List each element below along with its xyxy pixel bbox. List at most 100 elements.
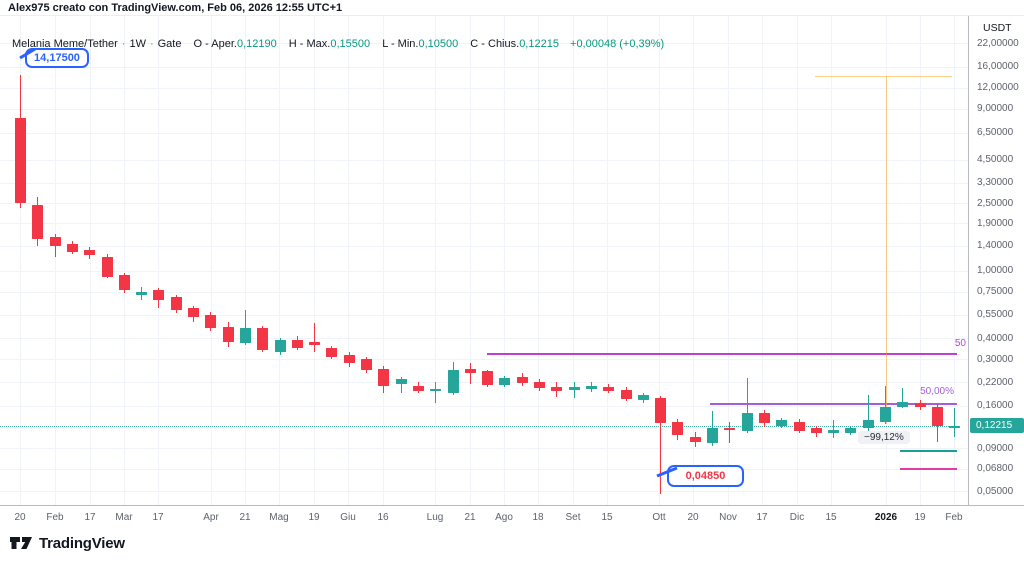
candle-wick — [660, 395, 662, 494]
candle-body — [84, 250, 96, 255]
price-axis-tick: 0,22000 — [977, 376, 1014, 388]
gridline-h — [0, 448, 968, 450]
price-axis-tick: 0,05000 — [977, 485, 1014, 497]
candle-body — [66, 243, 78, 252]
ohlc-close: C - Chius.0,12215 — [470, 38, 559, 50]
price-axis-tick: 6,50000 — [977, 127, 1014, 139]
gridline-v — [124, 16, 125, 505]
candle-body — [205, 314, 217, 328]
gridline-h — [0, 491, 968, 493]
attribution-text: Alex975 creato con TradingView.com, Feb … — [8, 2, 343, 14]
symbol-legend[interactable]: Melania Meme/Tether · 1W · Gate O - Aper.0,1… — [12, 38, 664, 50]
price-axis-tick: 4,50000 — [977, 154, 1014, 166]
candle-body — [914, 403, 926, 408]
candle-body — [516, 377, 528, 384]
candle-body — [793, 422, 805, 432]
price-axis[interactable]: USDT 22,00000 16,00000 12,00000 9,00000 6,50… — [968, 16, 1024, 505]
candle-wick — [954, 408, 956, 437]
price-axis-tick: 0,40000 — [977, 332, 1014, 344]
candle-wick — [400, 377, 402, 394]
gridline-v — [607, 16, 608, 505]
candle-body — [274, 340, 286, 353]
time-axis-tick: 17 — [84, 512, 96, 523]
gridline-h — [0, 314, 968, 316]
time-axis-tick: Lug — [426, 512, 444, 523]
drawdown-badge[interactable]: −99,12% — [858, 431, 910, 444]
candle-body — [603, 387, 615, 391]
candle-body — [395, 379, 407, 384]
gridline-v — [538, 16, 539, 505]
time-axis-tick: Ago — [495, 512, 513, 523]
time-axis-tick: 21 — [464, 512, 476, 523]
high-price-callout[interactable]: 14,17500 — [25, 48, 89, 68]
candle-wick — [885, 385, 886, 424]
candle-body — [222, 327, 234, 342]
tradingview-logo[interactable]: TradingView — [10, 534, 125, 552]
time-axis-tick: 20 — [687, 512, 699, 523]
candle-body — [724, 427, 736, 430]
candle-wick — [833, 420, 835, 439]
candle-body — [828, 430, 840, 434]
currency-label: USDT — [983, 22, 1012, 34]
candle-body — [239, 327, 251, 343]
gridline-h — [0, 182, 968, 184]
price-axis-tick: 0,06800 — [977, 463, 1014, 475]
last-price-tag: 0,12215 — [970, 418, 1024, 434]
last-price-line — [0, 425, 957, 427]
gridline-v — [245, 16, 246, 505]
candle-body — [845, 428, 857, 434]
candle-body — [257, 327, 269, 351]
legend-separator: · — [121, 38, 126, 50]
candle-body — [49, 237, 61, 246]
candle-body — [776, 420, 788, 426]
interval-label: 1W — [129, 38, 146, 50]
price-axis-tick: 16,00000 — [977, 61, 1019, 72]
price-axis-tick: 2,50000 — [977, 197, 1014, 209]
orange-v-line[interactable] — [886, 76, 887, 425]
gridline-h — [0, 132, 968, 134]
candle-wick — [435, 381, 437, 403]
candle-body — [343, 354, 355, 364]
gridline-v — [573, 16, 574, 505]
gridline-v — [211, 16, 212, 505]
candle-body — [464, 368, 476, 373]
low-price-callout[interactable]: 0,04850 — [667, 465, 744, 487]
time-axis-tick: Set — [565, 512, 581, 523]
gridline-v — [279, 16, 280, 505]
candle-body — [758, 413, 770, 424]
candle-body — [153, 290, 165, 301]
time-axis-tick: 20 — [14, 512, 26, 523]
teal-level[interactable] — [900, 450, 957, 452]
candle-body — [412, 385, 424, 391]
pink-level[interactable] — [900, 468, 957, 471]
fib-5000-line[interactable] — [710, 403, 957, 405]
candle-body — [672, 422, 684, 436]
candle-body — [15, 117, 26, 204]
price-axis-tick: 0,16000 — [977, 400, 1014, 412]
fib-50-line[interactable] — [487, 353, 957, 355]
orange-h-line[interactable] — [815, 76, 952, 77]
gridline-v — [158, 16, 159, 505]
time-axis-tick: Feb — [46, 512, 64, 523]
candle-wick — [314, 323, 316, 353]
candle-body — [32, 204, 44, 240]
candle-body — [931, 406, 943, 426]
candle-body — [430, 388, 442, 391]
candle-body — [482, 371, 494, 385]
chart-pane[interactable]: 14,17500 0,04850 −99,12% 50 50,00% Melania M… — [0, 16, 968, 505]
price-axis-tick: 22,00000 — [977, 37, 1019, 49]
gridline-v — [470, 16, 471, 505]
time-axis-tick: Apr — [203, 512, 219, 523]
candle-body — [689, 436, 701, 442]
gridline-v — [90, 16, 91, 505]
candle-wick — [867, 395, 869, 431]
price-axis-tick: 1,00000 — [977, 265, 1014, 277]
time-axis-tick: 17 — [756, 512, 768, 523]
time-axis-tick: 15 — [601, 512, 613, 523]
time-axis[interactable]: 20 Feb 17 Mar 17 Apr 21 Mag 19 Giu 16 Lug 21 Ago 18 Set… — [0, 505, 1024, 531]
price-axis-tick: 3,30000 — [977, 177, 1014, 189]
gridline-v — [920, 16, 921, 505]
exchange-label: Gate — [157, 38, 182, 50]
candle-body — [118, 275, 130, 290]
